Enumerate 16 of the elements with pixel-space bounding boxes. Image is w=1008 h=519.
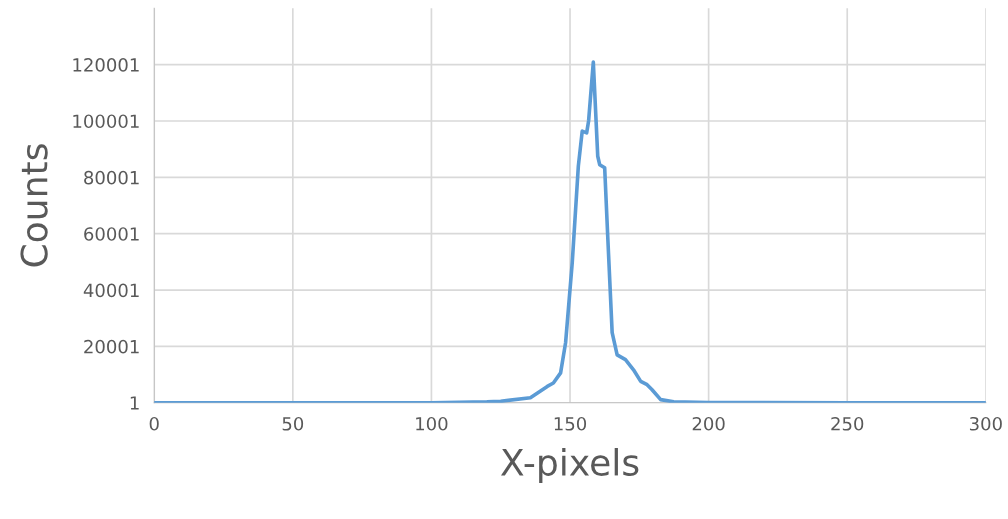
y-tick-label: 60001 xyxy=(84,227,139,241)
x-tick-label: 100 xyxy=(416,416,448,431)
y-tick-label: 40001 xyxy=(83,283,139,298)
x-tick-label: 250 xyxy=(831,416,864,431)
x-tick-label: 150 xyxy=(554,416,587,431)
y-tick-label: 100001 xyxy=(73,114,139,129)
y-axis-title: Counts xyxy=(20,144,48,267)
y-tick-label: 120001 xyxy=(73,58,139,72)
y-tick-label: 80001 xyxy=(84,170,139,185)
x-tick-label: 0 xyxy=(149,416,159,431)
x-tick-label: 200 xyxy=(692,416,725,431)
y-tick-label: 20001 xyxy=(84,339,139,354)
y-tick-label: 1 xyxy=(130,396,139,410)
x-tick-label: 50 xyxy=(282,416,304,431)
x-axis-title: X-pixels xyxy=(500,448,639,483)
x-tick-label: 300 xyxy=(969,416,1002,431)
